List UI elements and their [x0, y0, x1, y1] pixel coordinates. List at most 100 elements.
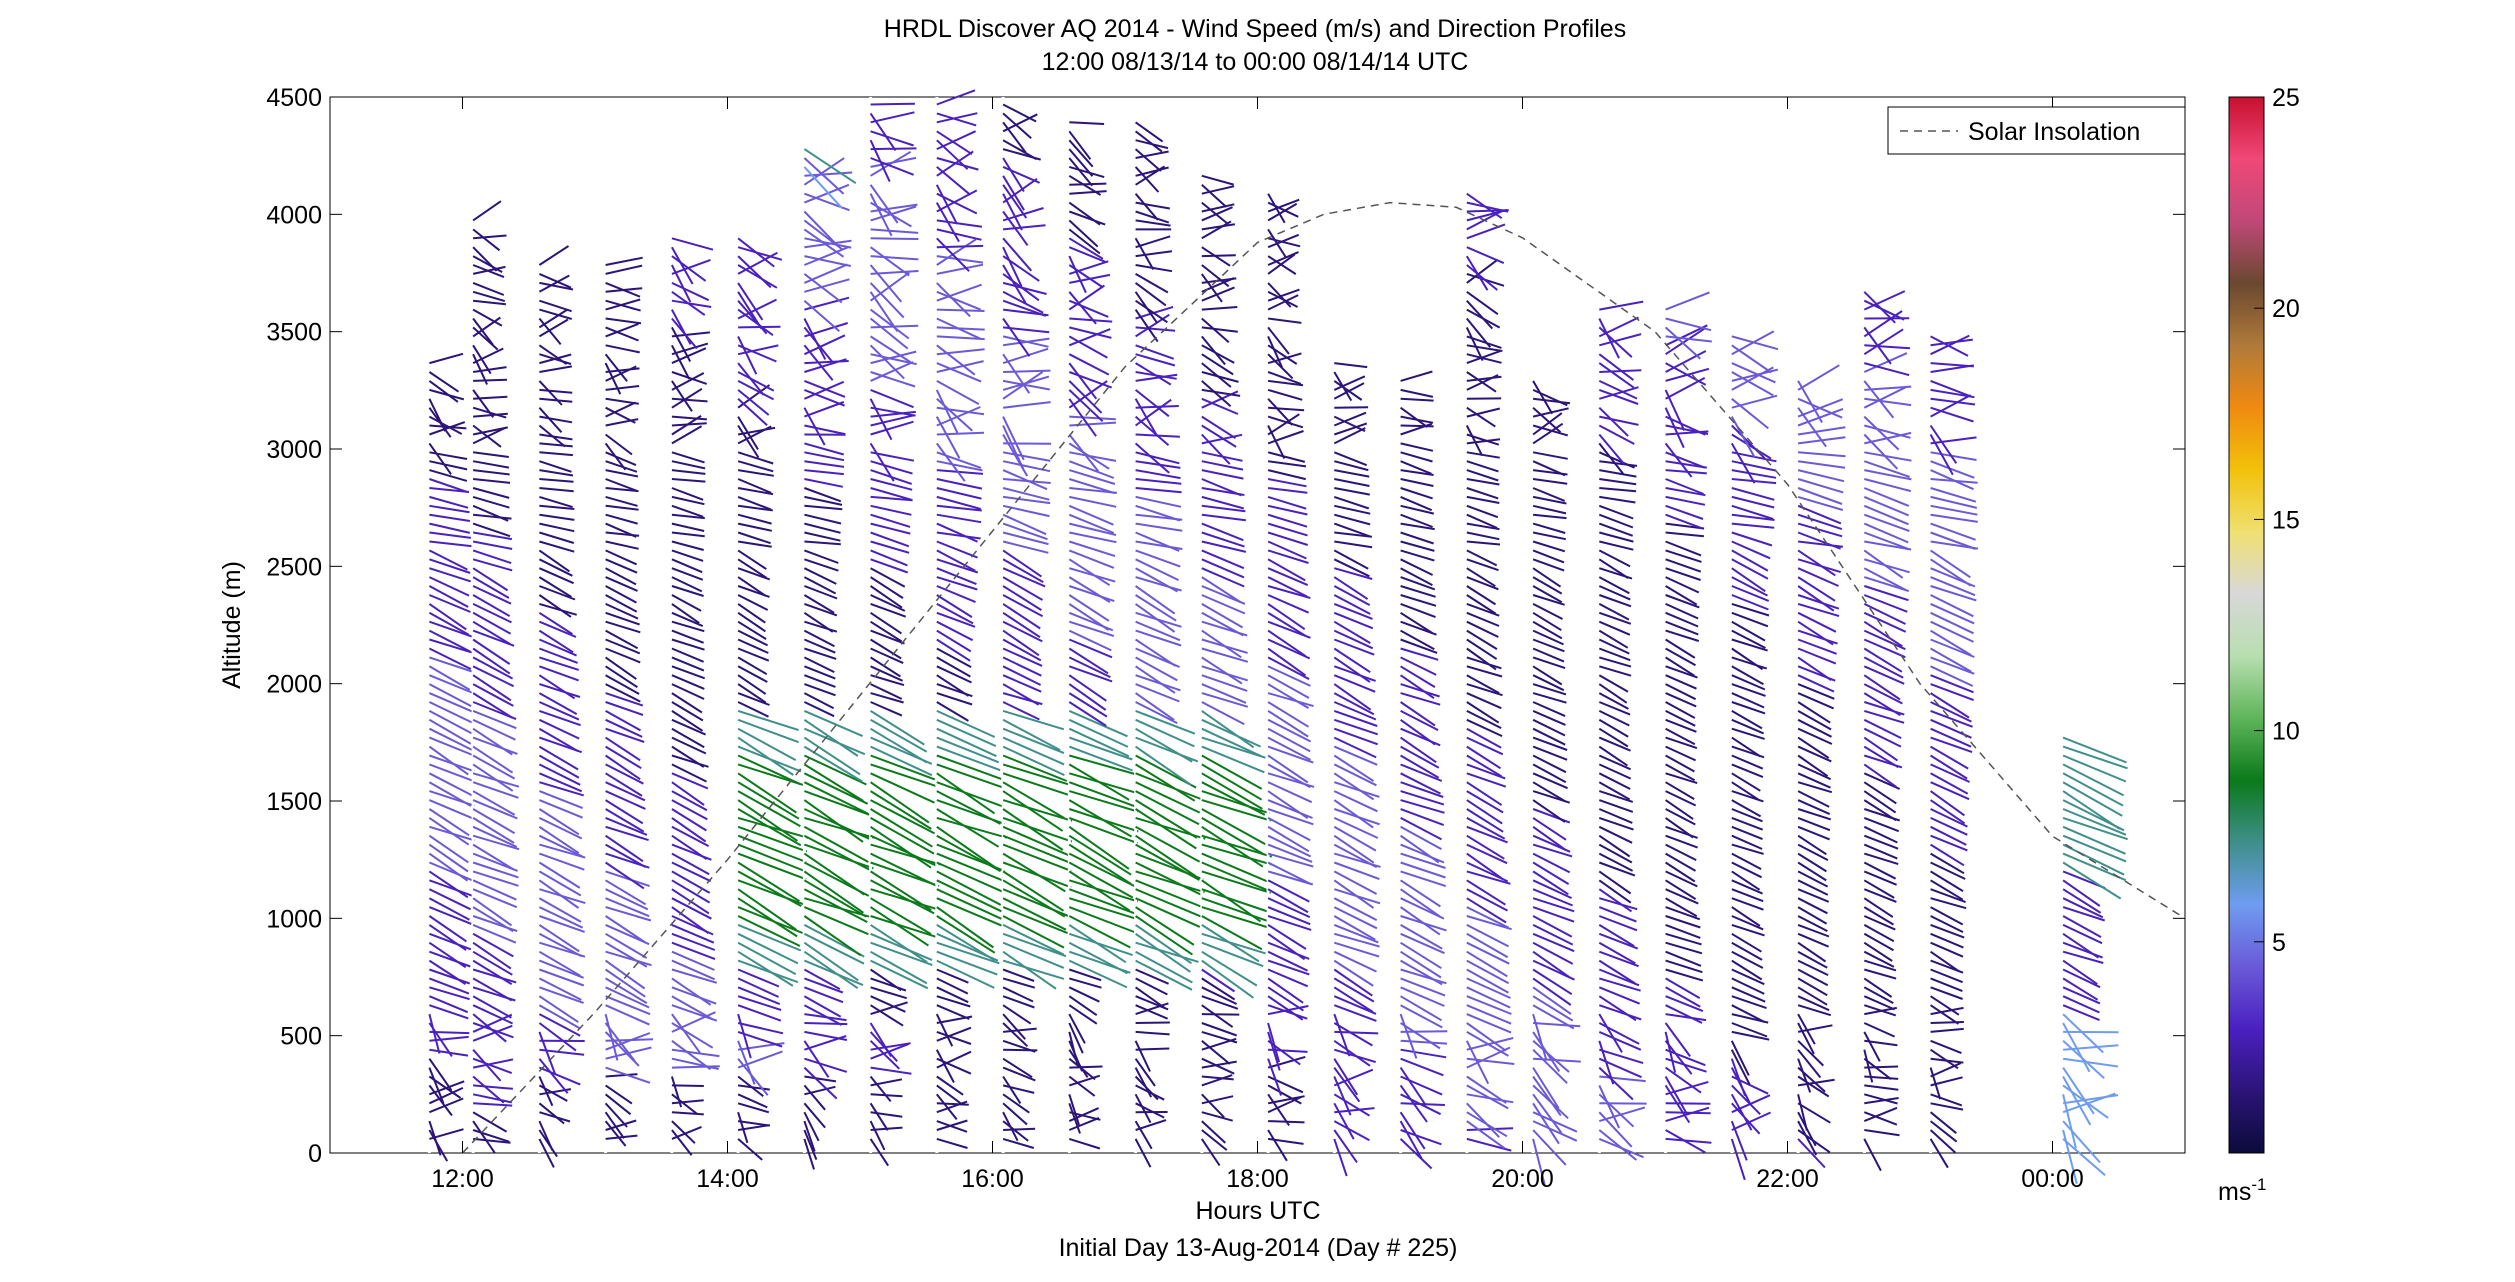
wind-barb [1135, 210, 1170, 224]
wind-barb [1400, 1057, 1444, 1077]
wind-barb [605, 906, 652, 922]
wind-barb [803, 344, 834, 381]
colorbar-tick-label: 25 [2272, 84, 2300, 112]
wind-barb [605, 1134, 638, 1140]
wind-barb [538, 424, 566, 448]
wind-barb [1135, 906, 1195, 946]
wind-barb [538, 897, 582, 923]
wind-barb [429, 531, 472, 539]
wind-barb [671, 647, 704, 663]
wind-barb [1797, 407, 1844, 427]
wind-barb [671, 469, 706, 475]
wind-barb [1731, 816, 1764, 831]
wind-barb [1665, 1013, 1707, 1022]
wind-barb [803, 318, 827, 360]
wind-barb [1930, 338, 1973, 347]
wind-barb [1731, 870, 1761, 891]
wind-barb [671, 1111, 704, 1116]
wind-barb [1135, 603, 1176, 633]
wind-barb [671, 1039, 711, 1071]
wind-barb [605, 620, 641, 634]
wind-barb [869, 308, 910, 340]
wind-barb [1201, 223, 1236, 231]
wind-barb [429, 421, 466, 436]
wind-barb [803, 718, 859, 757]
wind-barb [1532, 754, 1567, 774]
wind-barb [1201, 397, 1239, 415]
wind-barb [1201, 611, 1244, 637]
wind-barb [1201, 495, 1245, 510]
wind-barb [1863, 504, 1909, 526]
wind-barb [605, 718, 643, 738]
wind-barb [671, 834, 708, 861]
wind-barb [1930, 977, 1963, 993]
wind-barb [1068, 139, 1094, 168]
wind-barb [428, 745, 469, 776]
wind-barb [671, 264, 692, 303]
wind-barb [1797, 790, 1830, 808]
wind-barb [1930, 1093, 1963, 1107]
wind-barb [671, 986, 717, 1005]
wind-barb [1930, 1102, 1964, 1111]
wind-barb [1002, 620, 1043, 643]
wind-barb [1532, 540, 1566, 553]
wind-barb [870, 959, 929, 990]
wind-barb [1135, 549, 1181, 568]
wind-barb [671, 342, 709, 356]
wind-barb [1797, 513, 1843, 531]
wind-barb [1201, 870, 1271, 894]
wind-barb [2062, 1120, 2101, 1164]
wind-barb [870, 665, 904, 682]
wind-barb [1333, 495, 1370, 510]
wind-barb [1002, 603, 1041, 630]
wind-barb [1797, 763, 1832, 781]
wind-barb [1797, 407, 1827, 448]
wind-barb [1731, 986, 1766, 1003]
wind-barb [1135, 915, 1193, 956]
wind-barb [1598, 683, 1628, 704]
wind-barb [1333, 1022, 1373, 1047]
wind-barb [1730, 1093, 1753, 1131]
wind-barb [803, 1040, 830, 1078]
wind-barb [1400, 790, 1445, 806]
wind-barb [1002, 495, 1051, 505]
wind-barb [1333, 375, 1366, 391]
wind-barb [1201, 433, 1231, 465]
wind-barb [1797, 620, 1834, 646]
wind-barb [1134, 398, 1158, 437]
wind-barb [1930, 799, 1966, 825]
wind-barb [472, 424, 502, 448]
wind-barb [539, 308, 572, 320]
wind-barb [1930, 436, 1977, 445]
wind-barb [936, 406, 981, 427]
wind-barb [538, 1031, 557, 1075]
wind-barb [737, 513, 772, 525]
wind-barb [1400, 950, 1442, 979]
wind-barb [1201, 254, 1236, 258]
wind-barb [1068, 745, 1133, 772]
wind-barb [605, 701, 644, 716]
wind-barb [1665, 950, 1702, 967]
wind-barb [1002, 772, 1071, 797]
wind-barb [1665, 567, 1701, 581]
wind-barb [671, 629, 704, 644]
wind-barb [1267, 549, 1309, 564]
wind-barb [1135, 282, 1167, 307]
wind-barb [737, 416, 759, 451]
wind-barb [1665, 594, 1700, 609]
wind-barb [605, 915, 646, 944]
wind-barb [1135, 344, 1175, 360]
wind-barb [1068, 603, 1110, 631]
wind-barb [1598, 932, 1639, 950]
wind-barb [1466, 344, 1503, 352]
wind-barb [1731, 1004, 1766, 1023]
wind-barb [605, 576, 638, 592]
wind-barb [1267, 294, 1299, 311]
wind-barb [1002, 540, 1049, 554]
wind-barb [428, 576, 470, 597]
wind-barb [472, 255, 503, 273]
wind-barb [870, 941, 933, 967]
wind-barb [737, 799, 798, 842]
wind-barb [803, 772, 869, 805]
wind-barb [1267, 460, 1307, 468]
